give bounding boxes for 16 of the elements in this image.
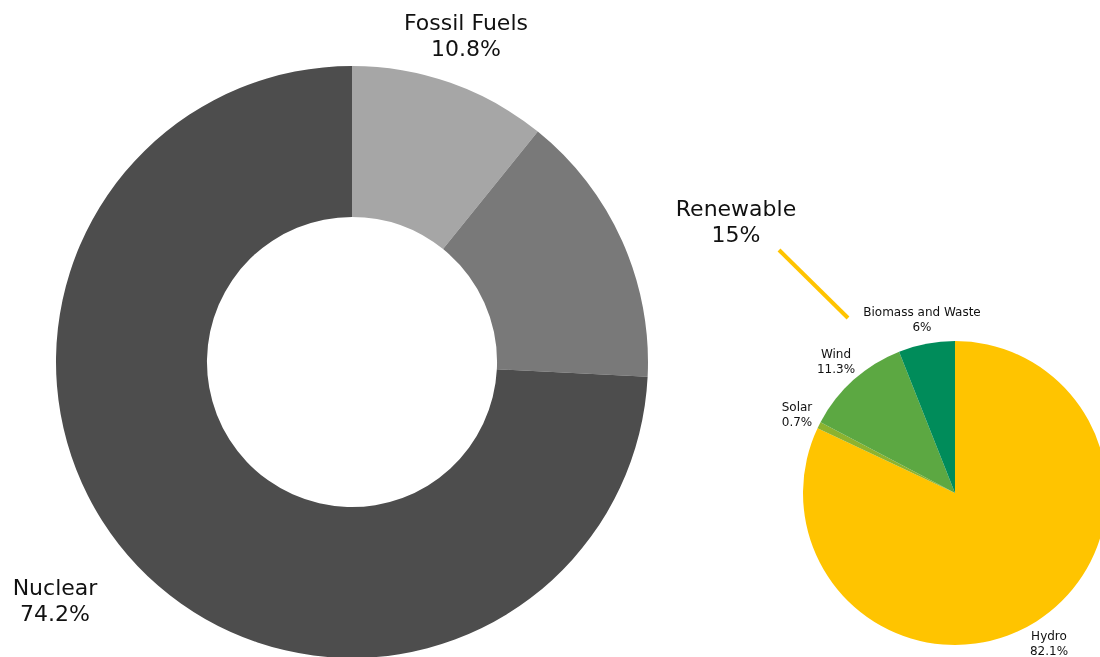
slice-label: Fossil Fuels — [404, 10, 528, 35]
slice-label: Hydro — [1031, 629, 1067, 643]
data-label: 74.2% — [20, 601, 90, 626]
data-label: 10.8% — [431, 36, 501, 61]
slice-label: Nuclear — [12, 575, 99, 600]
data-label: 11.3% — [816, 362, 856, 376]
donut-slice — [443, 131, 648, 377]
data-label: 82.1% — [1029, 644, 1069, 657]
data-label: 0.7% — [781, 415, 813, 429]
data-label: 6% — [912, 320, 932, 334]
donut-slice — [352, 66, 538, 250]
slice-label: Biomass and Waste — [863, 305, 981, 319]
slice-label: Wind — [820, 347, 852, 361]
slice-label: Solar — [781, 400, 813, 414]
data-label: 15% — [711, 222, 761, 247]
slice-label: Renewable — [675, 196, 797, 221]
